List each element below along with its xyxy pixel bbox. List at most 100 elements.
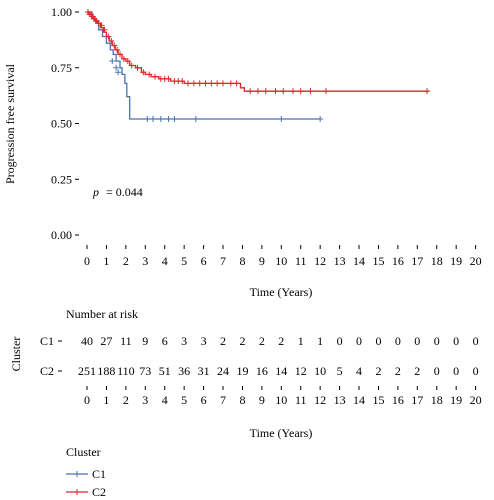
censor-mark-c2	[307, 88, 314, 95]
risk-cell: 31	[198, 364, 210, 378]
risk-cell: 10	[314, 364, 326, 378]
p-value-annotation: p = 0.044	[92, 185, 143, 199]
risk-cell: 1	[317, 334, 323, 348]
x-tick-label: 3	[142, 254, 148, 268]
x-tick-label: 0	[84, 254, 90, 268]
censor-mark-c2	[117, 51, 124, 58]
risk-cell: 2	[414, 364, 420, 378]
risk-x-tick-label: 20	[470, 393, 482, 407]
risk-cell: 9	[142, 334, 148, 348]
censor-mark-c1	[113, 64, 120, 71]
censor-mark-c2	[227, 80, 234, 87]
x-tick-label: 2	[123, 254, 129, 268]
censor-mark-c2	[214, 80, 221, 87]
risk-x-tick-label: 10	[275, 393, 287, 407]
censor-mark-c2	[262, 88, 269, 95]
censor-mark-c2	[424, 88, 431, 95]
risk-x-tick-label: 19	[450, 393, 462, 407]
x-tick-label: 5	[181, 254, 187, 268]
risk-cell: 2	[239, 334, 245, 348]
y-axis-label: Progression free survival	[3, 63, 17, 184]
risk-cell: 16	[256, 364, 268, 378]
censor-mark-c2	[179, 78, 186, 85]
censor-mark-c2	[128, 62, 135, 69]
risk-cell: 51	[159, 364, 171, 378]
series-line-c2	[87, 11, 429, 92]
censor-mark-c2	[272, 88, 279, 95]
risk-cell: 0	[395, 334, 401, 348]
y-tick-label: 1.00	[51, 5, 72, 19]
risk-cell: 1	[298, 334, 304, 348]
risk-cell: 2	[220, 334, 226, 348]
censor-mark-c2	[111, 42, 118, 49]
risk-x-tick-label: 16	[392, 393, 404, 407]
censor-mark-c2	[254, 88, 261, 95]
y-tick-label: 0.25	[51, 172, 72, 186]
risk-x-tick-label: 5	[181, 393, 187, 407]
censor-mark-c2	[140, 69, 147, 76]
censor-mark-c2	[202, 80, 209, 87]
censor-mark-c1	[115, 69, 122, 76]
risk-x-tick-label: 1	[103, 393, 109, 407]
y-tick-label: 0.75	[51, 61, 72, 75]
censor-mark-c2	[124, 58, 131, 65]
censor-mark-c2	[101, 26, 108, 33]
risk-cell: 0	[356, 334, 362, 348]
risk-cell: 5	[337, 364, 343, 378]
risk-cell: 24	[217, 364, 229, 378]
x-tick-label: 19	[450, 254, 462, 268]
x-tick-label: 6	[201, 254, 207, 268]
censor-mark-c2	[152, 73, 159, 80]
risk-cell: 2	[278, 334, 284, 348]
x-tick-label: 13	[334, 254, 346, 268]
risk-x-tick-label: 12	[314, 393, 326, 407]
risk-cell: 73	[139, 364, 151, 378]
censor-mark-c2	[134, 64, 141, 71]
censor-mark-c2	[108, 37, 115, 44]
y-tick-label: 0.50	[51, 117, 72, 131]
risk-cell: 11	[120, 334, 132, 348]
risk-cell: 0	[453, 334, 459, 348]
censor-mark-c2	[233, 80, 240, 87]
censor-mark-c2	[196, 80, 203, 87]
x-tick-label: 9	[259, 254, 265, 268]
censor-mark-c1	[150, 116, 157, 123]
risk-x-tick-label: 18	[431, 393, 443, 407]
km-plot: Progression free survival 0.000.250.500.…	[3, 5, 482, 299]
risk-cell: 40	[81, 334, 93, 348]
x-tick-label: 11	[295, 254, 307, 268]
risk-x-tick-label: 3	[142, 393, 148, 407]
risk-cell: 19	[236, 364, 248, 378]
risk-cell: 36	[178, 364, 190, 378]
risk-x-tick-label: 13	[334, 393, 346, 407]
x-tick-label: 4	[162, 254, 168, 268]
risk-cell: 188	[97, 364, 115, 378]
risk-x-tick-label: 7	[220, 393, 226, 407]
x-tick-label: 8	[239, 254, 245, 268]
legend-label: C1	[92, 467, 106, 481]
censor-mark-c2	[280, 88, 287, 95]
x-tick-label: 14	[353, 254, 365, 268]
censor-mark-c2	[190, 80, 197, 87]
risk-table-title: Number at risk	[66, 307, 138, 321]
censor-mark-c2	[120, 55, 127, 62]
censor-mark-c2	[98, 22, 105, 29]
censor-mark-c1	[165, 116, 172, 123]
censor-mark-c2	[208, 80, 215, 87]
risk-x-tick-label: 11	[295, 393, 307, 407]
censor-mark-c1	[192, 116, 199, 123]
censor-mark-c1	[171, 116, 178, 123]
risk-cell: 2	[259, 334, 265, 348]
risk-cell: 110	[117, 364, 135, 378]
x-tick-label: 10	[275, 254, 287, 268]
risk-row-label: C2	[40, 364, 54, 378]
risk-cell: 12	[295, 364, 307, 378]
censor-mark-c2	[289, 88, 296, 95]
censor-mark-c1	[157, 116, 164, 123]
x-axis: 0 1 2 3 4 5 6 7 8 9 10 11 12 13 14 15 16 17 18 19 20	[84, 245, 482, 268]
risk-cell: 251	[78, 364, 96, 378]
risk-cell: 0	[434, 364, 440, 378]
x-tick-label: 16	[392, 254, 404, 268]
x-tick-label: 1	[103, 254, 109, 268]
